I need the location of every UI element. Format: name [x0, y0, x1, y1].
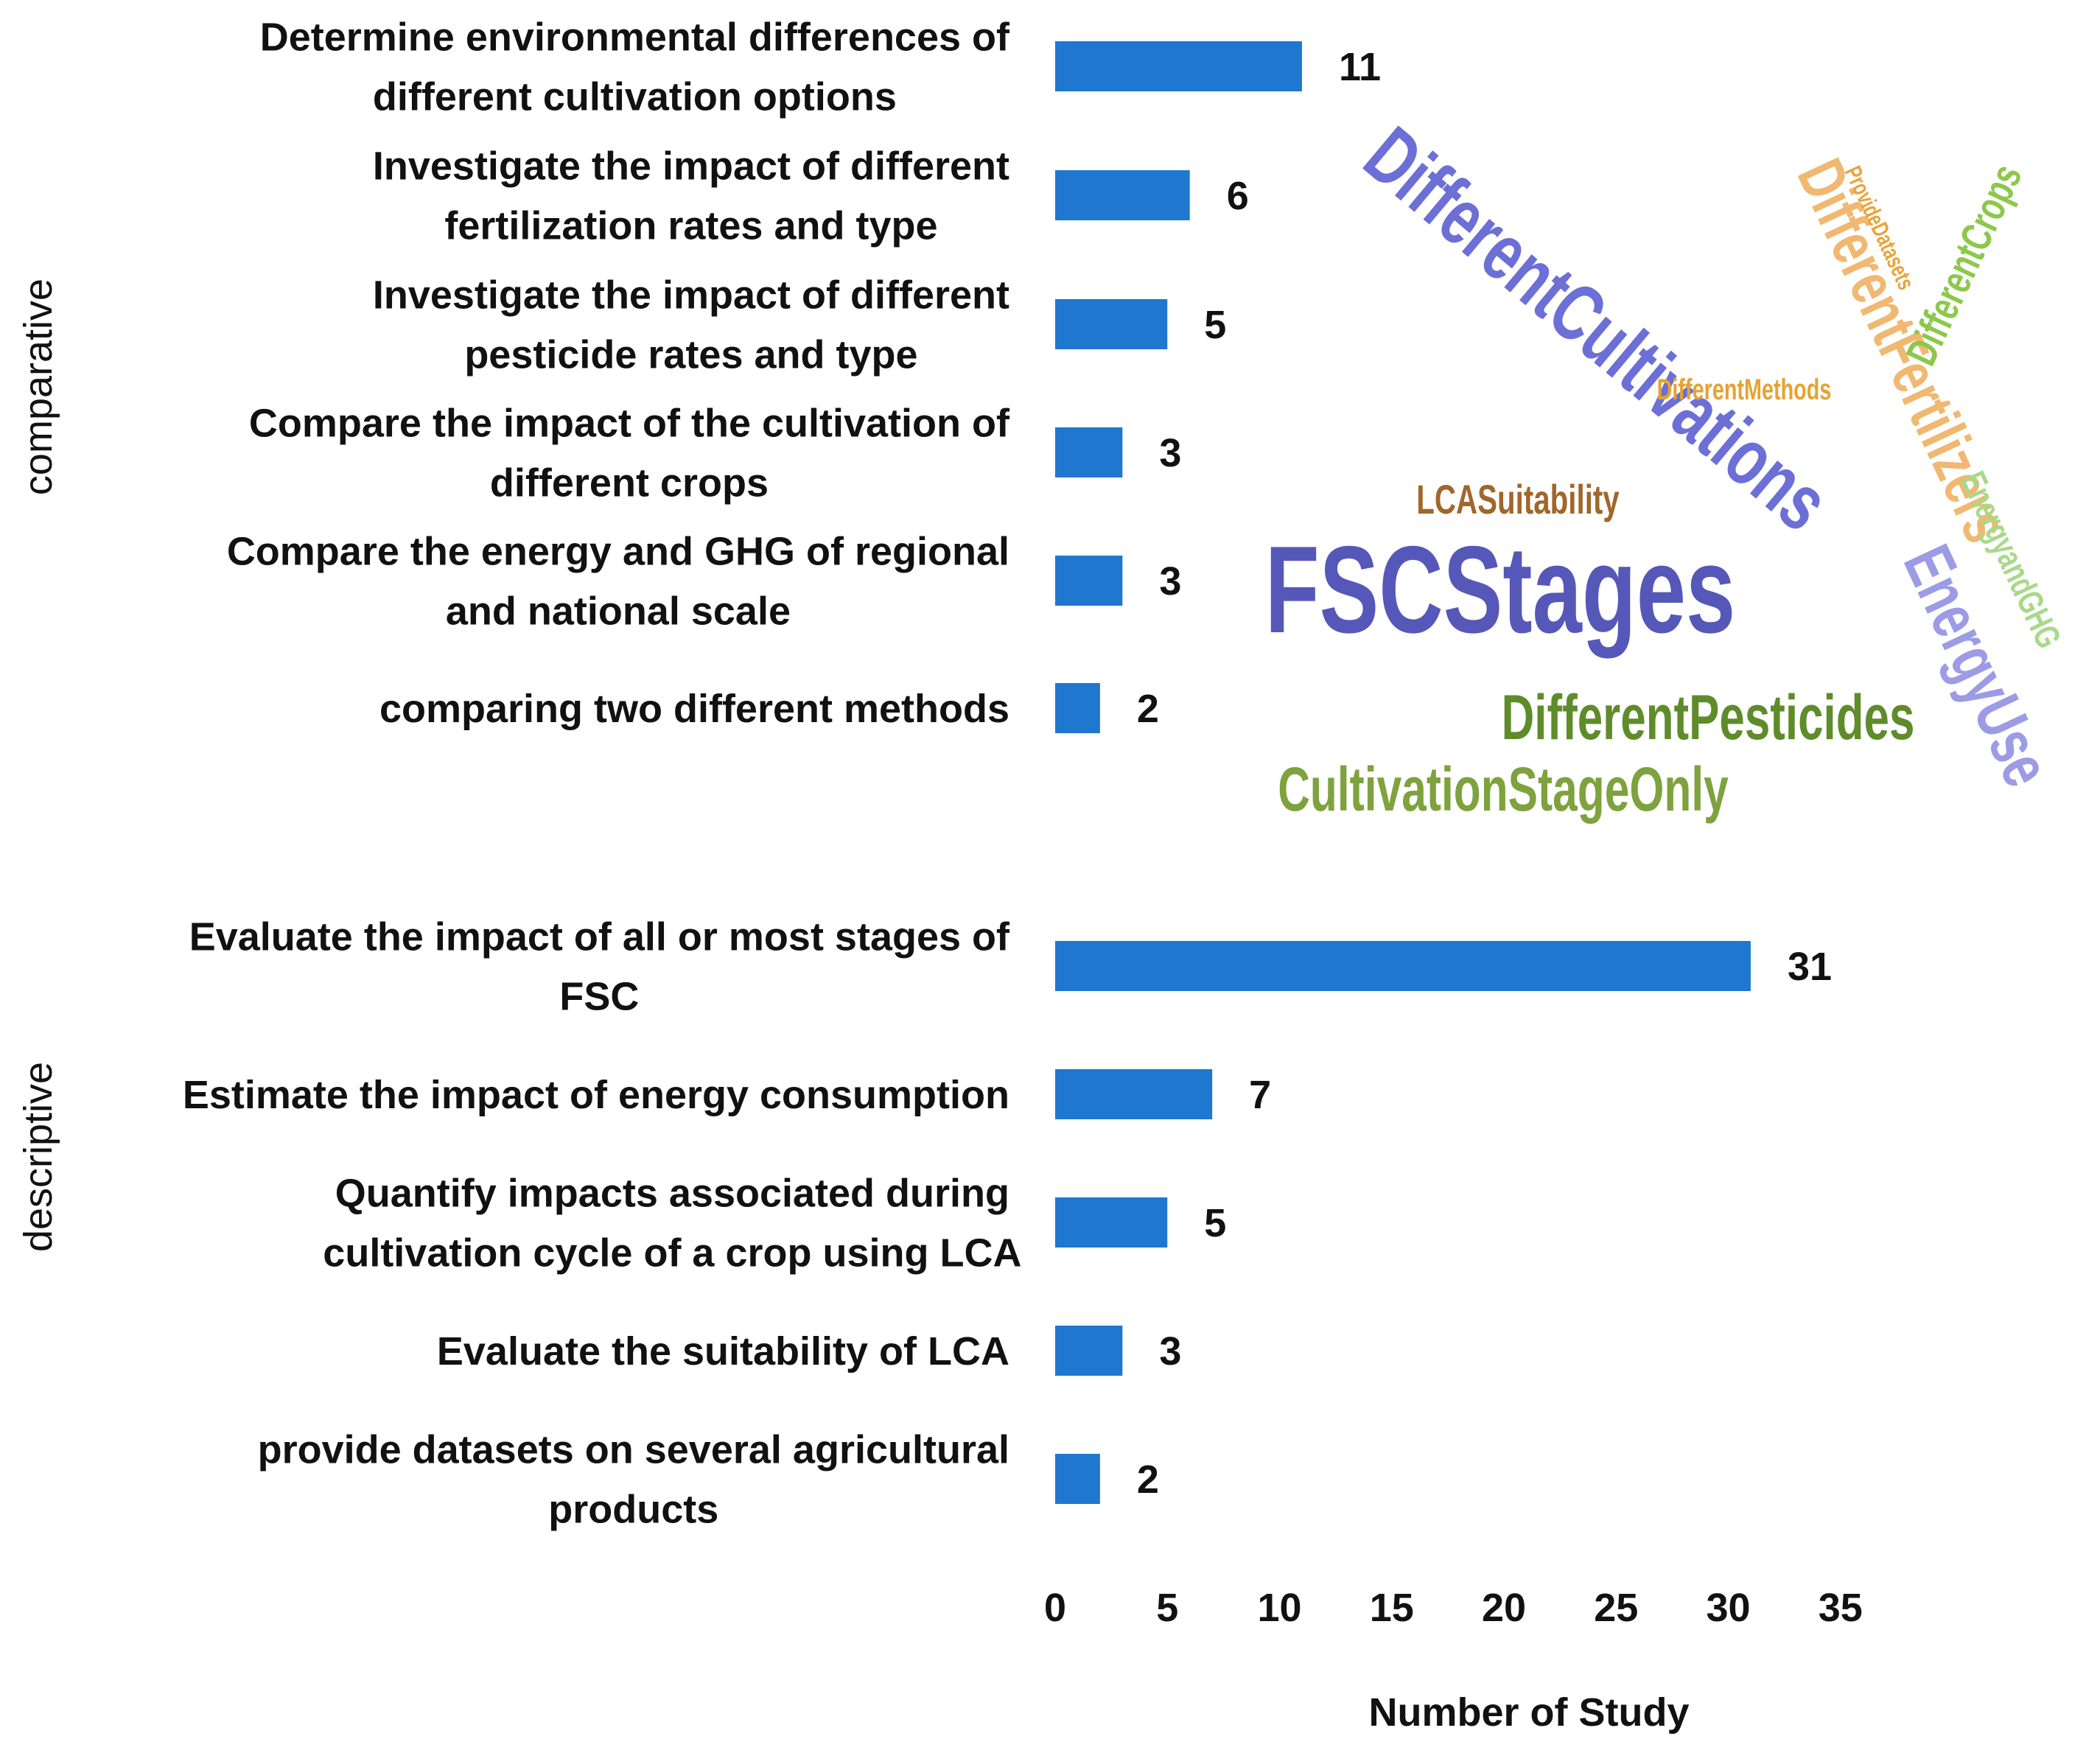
- category-label-descriptive-2: Estimate the impact of energy consumptio…: [183, 1073, 1009, 1117]
- category-label-comparative-1: Determine environmental differences of di…: [260, 15, 1010, 119]
- bar-comparative-5: [1055, 556, 1123, 606]
- value-label-descriptive-1: 31: [1788, 945, 1832, 989]
- category-label-descriptive-1: Evaluate the impact of all or most stage…: [189, 915, 1010, 1019]
- cloud-word-differentpesticides: DifferentPesticides: [1502, 682, 1915, 752]
- group-label-descriptive: descriptive: [16, 1062, 60, 1252]
- bar-descriptive-3: [1055, 1197, 1168, 1248]
- cloud-word-lcasuitability: LCASuitability: [1416, 477, 1619, 523]
- x-tick-label-15: 15: [1370, 1586, 1414, 1630]
- value-label-descriptive-2: 7: [1249, 1073, 1271, 1117]
- category-label-comparative-6: comparing two different methods: [379, 687, 1009, 731]
- cloud-word-differentmethods: DifferentMethods: [1657, 373, 1832, 406]
- value-labels-layer: 11 6 5 3 3 2 31 7 5 3 2: [1137, 45, 1832, 1502]
- x-tick-label-20: 20: [1482, 1586, 1526, 1630]
- group-labels-layer: comparative descriptive: [16, 279, 60, 1252]
- x-tick-label-35: 35: [1819, 1586, 1863, 1630]
- word-cloud: DifferentCultivationsDifferentFertilizer…: [1265, 110, 2070, 824]
- value-label-descriptive-5: 2: [1137, 1458, 1159, 1502]
- value-label-comparative-6: 2: [1137, 687, 1159, 731]
- category-label-comparative-2: Investigate the impact of different ferti…: [373, 144, 1009, 248]
- cloud-word-cultivationstageonly: CultivationStageOnly: [1278, 755, 1729, 824]
- x-axis: 0 5 10 15 20 25 30 35: [1044, 1586, 1863, 1630]
- x-tick-label-0: 0: [1044, 1586, 1066, 1630]
- category-label-comparative-5: Compare the energy and GHG of regional an…: [227, 530, 1009, 634]
- x-tick-label-30: 30: [1706, 1586, 1750, 1630]
- category-label-comparative-4: Compare the impact of the cultivation of…: [249, 402, 1010, 505]
- bar-comparative-6: [1055, 683, 1100, 733]
- bar-descriptive-1: [1055, 941, 1751, 991]
- cloud-word-fscstages: FSCStages: [1265, 521, 1736, 659]
- category-label-descriptive-3: Quantify impacts associated during cultiv…: [323, 1172, 1021, 1276]
- value-label-comparative-1: 11: [1339, 45, 1381, 89]
- category-label-descriptive-4: Evaluate the suitability of LCA: [437, 1329, 1009, 1374]
- bar-comparative-3: [1055, 299, 1168, 349]
- x-axis-title: Number of Study: [1368, 1690, 1689, 1735]
- bar-descriptive-5: [1055, 1454, 1100, 1504]
- x-tick-label-10: 10: [1257, 1586, 1301, 1630]
- value-label-descriptive-4: 3: [1159, 1329, 1181, 1374]
- value-label-descriptive-3: 5: [1204, 1201, 1226, 1245]
- category-labels-layer: Determine environmental differences of di…: [183, 15, 1022, 1532]
- value-label-comparative-2: 6: [1227, 174, 1249, 218]
- value-label-comparative-3: 5: [1204, 303, 1226, 347]
- bar-comparative-1: [1055, 41, 1302, 91]
- category-label-comparative-3: Investigate the impact of different pesti…: [373, 273, 1009, 377]
- x-tick-label-5: 5: [1156, 1586, 1178, 1630]
- bar-descriptive-2: [1055, 1069, 1213, 1119]
- bar-comparative-4: [1055, 427, 1123, 477]
- cloud-word-differentcrops: DifferentCrops: [1897, 157, 2031, 372]
- value-label-comparative-4: 3: [1159, 431, 1181, 475]
- bar-comparative-2: [1055, 170, 1190, 220]
- x-tick-label-25: 25: [1594, 1586, 1638, 1630]
- bars-layer: [1055, 41, 1751, 1504]
- value-label-comparative-5: 3: [1159, 559, 1181, 603]
- category-label-descriptive-5: provide datasets on several agricultural…: [258, 1428, 1009, 1532]
- bar-descriptive-4: [1055, 1326, 1123, 1376]
- group-label-comparative: comparative: [16, 279, 60, 495]
